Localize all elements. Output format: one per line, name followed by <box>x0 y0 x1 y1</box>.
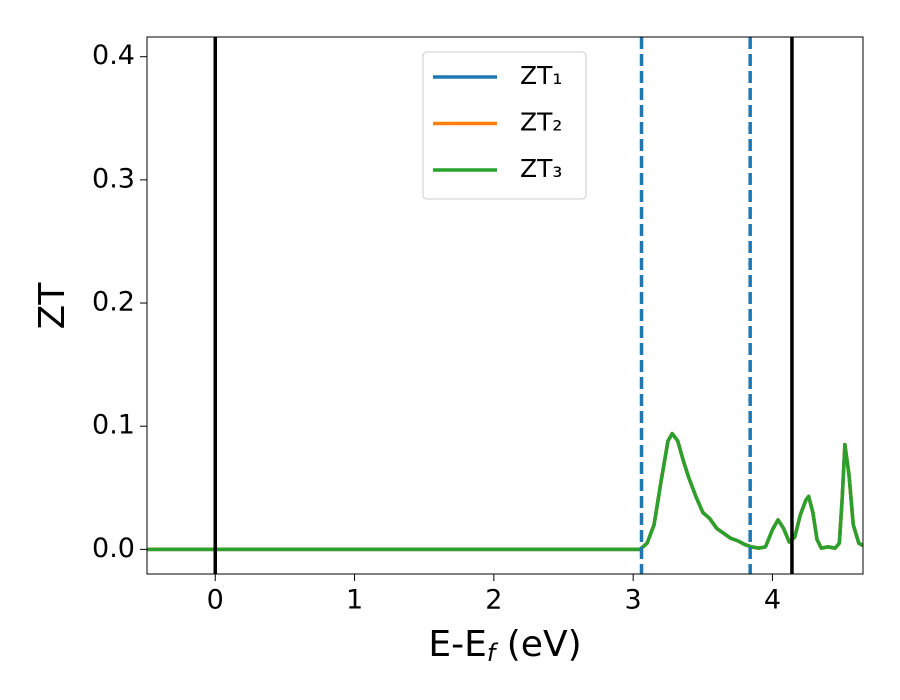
x-tick-label: 1 <box>346 585 363 616</box>
legend-box <box>422 51 587 200</box>
y-tick-label: 0.2 <box>92 287 135 318</box>
legend-text: ZT₃ <box>520 154 562 183</box>
x-tick-label: 2 <box>485 585 502 616</box>
y-axis-label: ZT <box>32 282 73 330</box>
series-line <box>147 431 863 552</box>
plot-frame <box>146 36 864 575</box>
series-line <box>147 431 863 552</box>
y-tick-label: 0.1 <box>92 410 135 441</box>
x-axis-label: E-Ef (eV) <box>428 624 581 667</box>
plot <box>147 37 863 574</box>
x-tick-label: 3 <box>625 585 642 616</box>
series-line <box>147 431 863 552</box>
y-tick-label: 0.4 <box>92 40 135 71</box>
x-label-main: E-E <box>428 624 486 665</box>
y-tick-label: 0.0 <box>92 533 135 564</box>
legend-text: ZT₂ <box>520 108 562 137</box>
legend-text: ZT₁ <box>520 61 562 90</box>
x-label-unit: (eV) <box>495 624 581 665</box>
x-tick-label: 4 <box>764 585 781 616</box>
x-tick-label: 0 <box>207 585 224 616</box>
y-tick-label: 0.3 <box>92 163 135 194</box>
